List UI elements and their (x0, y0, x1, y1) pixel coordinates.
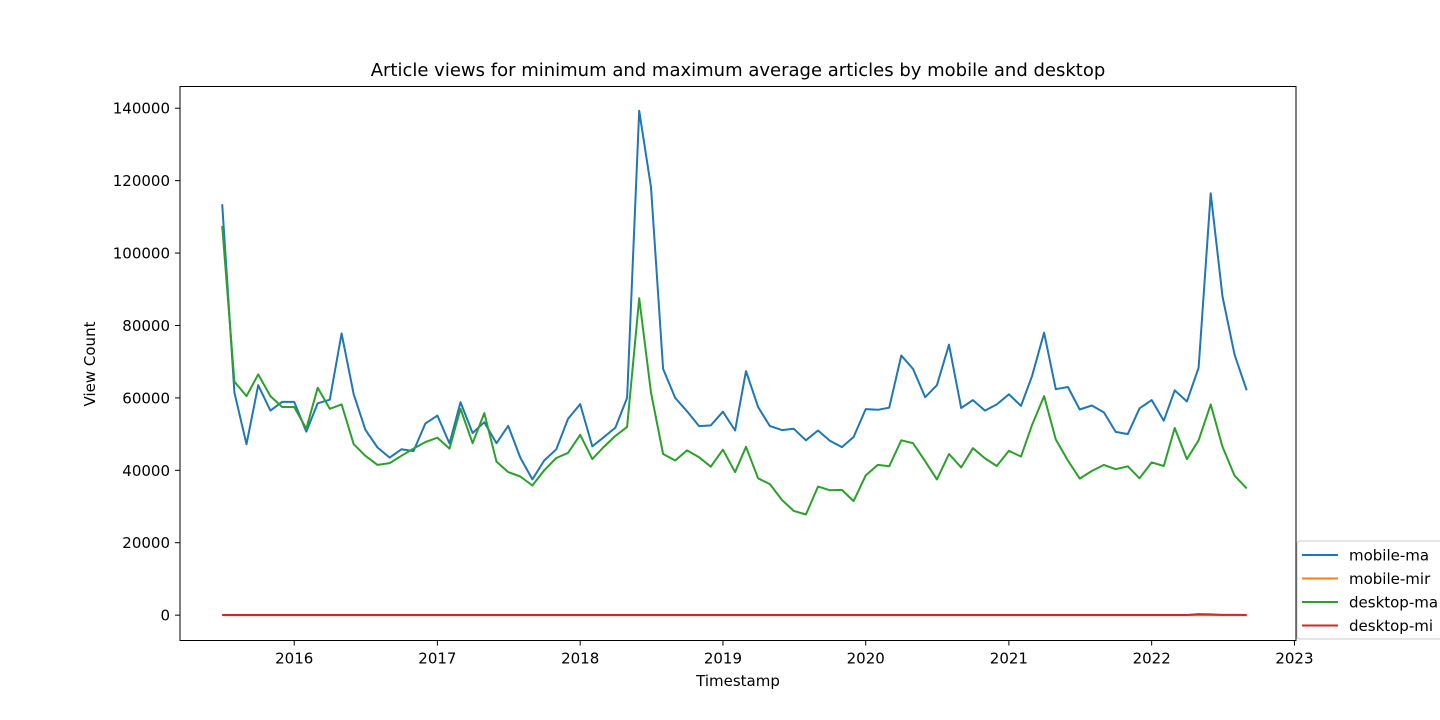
legend-box (1296, 540, 1440, 640)
series-layer (221, 109, 1248, 617)
x-tick-label: 2019 (704, 650, 742, 668)
y-tick-label: 40000 (122, 462, 170, 480)
x-axis-label: Timestamp (695, 672, 780, 690)
y-axis-label: View Count (81, 321, 99, 406)
y-tick-label: 20000 (122, 534, 170, 552)
y-tick-label: 80000 (122, 317, 170, 335)
y-tick-label: 100000 (113, 245, 170, 263)
x-tick-label: 2021 (990, 650, 1028, 668)
x-tick-label: 2018 (561, 650, 599, 668)
y-axis: 0 20000 40000 60000 80000 100000 120000 140000 (113, 100, 180, 625)
x-tick-label: 2023 (1275, 650, 1313, 668)
y-tick-label: 120000 (113, 172, 170, 190)
x-tick-label: 2016 (275, 650, 313, 668)
chart-title: Article views for minimum and maximum av… (371, 60, 1106, 81)
y-tick-label: 0 (160, 607, 170, 625)
series-line-desktop-ma (221, 225, 1248, 516)
x-tick-label: 2022 (1133, 650, 1171, 668)
series-line-mobile-ma (221, 109, 1248, 481)
series-line-desktop-mi (222, 613, 1247, 616)
x-tick-label: 2020 (847, 650, 885, 668)
legend: mobile-ma mobile-mir desktop-ma desktop-mi (1296, 540, 1440, 640)
legend-label: mobile-ma (1349, 547, 1429, 565)
x-axis: 2016 2017 2018 2019 2020 2021 2022 2023 (275, 640, 1314, 668)
legend-label: desktop-ma (1349, 594, 1438, 612)
x-tick-label: 2017 (418, 650, 456, 668)
legend-label: mobile-mir (1349, 570, 1431, 588)
y-tick-label: 140000 (113, 100, 170, 118)
y-tick-label: 60000 (122, 389, 170, 407)
legend-label: desktop-mi (1349, 617, 1433, 635)
plot-frame (179, 86, 1297, 641)
